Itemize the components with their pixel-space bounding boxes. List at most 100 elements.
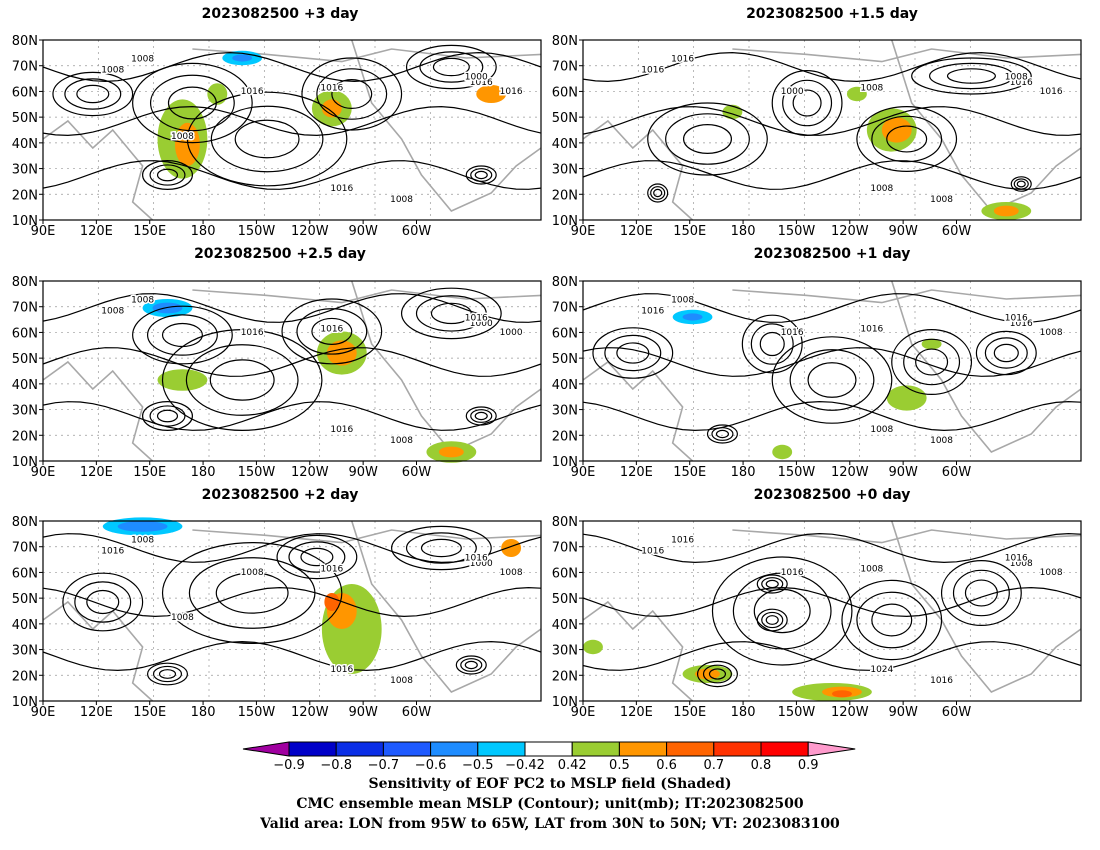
contour-label: 1016 [470, 78, 493, 88]
sensitivity-shade [772, 444, 793, 460]
lat-label: 80N [552, 515, 578, 530]
lon-label: 120W [291, 705, 329, 720]
lon-label: 90W [888, 705, 918, 720]
mslp-contour [42, 293, 542, 323]
contour-label: 1016 [500, 87, 523, 97]
mslp-contour [156, 409, 179, 423]
colorbar-tick-label: −0.6 [415, 758, 447, 773]
coastline [192, 289, 542, 304]
sensitivity-shade [438, 446, 464, 458]
lat-label: 10N [552, 695, 578, 710]
lon-label: 120E [620, 705, 653, 720]
lat-label: 40N [12, 618, 38, 633]
lat-label: 70N [552, 60, 578, 75]
lon-label: 60W [402, 705, 432, 720]
colorbar-box [335, 741, 384, 757]
contour-label: 1008 [870, 425, 893, 435]
mslp-contour [711, 556, 853, 666]
contour-label: 1016 [330, 665, 353, 675]
contour-label: 1016 [641, 546, 664, 556]
mslp-contour [940, 559, 1022, 626]
coastline [350, 39, 542, 212]
contour-label: 1008 [390, 436, 413, 446]
lon-label: 120E [80, 705, 113, 720]
lat-label: 60N [12, 85, 38, 100]
lon-label: 180 [191, 224, 216, 239]
sensitivity-shade [501, 539, 522, 557]
lat-label: 80N [12, 34, 38, 49]
colorbar-tick-label: −0.42 [505, 758, 545, 773]
mslp-contour [152, 665, 183, 683]
panel-frame [42, 39, 542, 221]
contour-label: 1000 [500, 328, 523, 338]
mslp-contour [653, 188, 663, 198]
mslp-contour [582, 51, 1082, 83]
lat-label: 30N [552, 404, 578, 419]
mslp-contour [142, 160, 194, 191]
lon-label: 90W [348, 705, 378, 720]
sensitivity-shade [157, 369, 208, 391]
contour-label: 1016 [781, 328, 804, 338]
mslp-contour [891, 329, 973, 396]
lat-label: 10N [12, 214, 38, 229]
contour-label: 1008 [860, 83, 883, 93]
lon-label: 90W [348, 465, 378, 480]
mslp-contour [592, 327, 674, 379]
mslp-contour [1016, 180, 1026, 188]
mslp-contour [42, 586, 542, 618]
sensitivity-shade [117, 521, 168, 532]
lon-label: 180 [191, 465, 216, 480]
sensitivity-shade [324, 593, 340, 611]
sensitivity-shade [232, 54, 253, 62]
lon-label: 120W [831, 705, 869, 720]
mslp-contour [64, 78, 122, 110]
contour-label: 1016 [641, 65, 664, 75]
sensitivity-shade [886, 385, 927, 411]
lon-label: 180 [191, 705, 216, 720]
mslp-contour [582, 160, 1082, 190]
lon-label: 120E [620, 224, 653, 239]
colorbar-box [760, 741, 809, 757]
lon-label: 90E [571, 465, 596, 480]
contour-label: 1008 [131, 296, 154, 306]
colorbar-tick-label: 0.6 [656, 758, 677, 773]
lon-label: 150E [133, 224, 166, 239]
mslp-contour [871, 603, 913, 637]
lat-label: 40N [12, 378, 38, 393]
lat-label: 30N [12, 404, 38, 419]
map-panels: 1008 1008 1016 1016 1016 1008 1016 1000 1016 1008… [12, 34, 1082, 720]
contour-label: 1008 [1040, 568, 1063, 578]
mslp-contour [186, 91, 348, 187]
lat-label: 60N [12, 326, 38, 341]
mslp-contour [782, 79, 833, 127]
mslp-contour [42, 160, 542, 190]
contour-label: 1016 [101, 546, 124, 556]
contour-label: 1016 [241, 87, 264, 97]
mslp-contour [929, 62, 1014, 90]
mslp-contour [146, 662, 189, 686]
mslp-contour [76, 84, 110, 104]
mslp-contour [146, 314, 218, 356]
mslp-contour [331, 78, 373, 109]
mslp-contour [915, 348, 949, 376]
mslp-contour [582, 106, 1082, 136]
contour-label: 1016 [671, 536, 694, 546]
colorbar-tick-label: 0.9 [798, 758, 819, 773]
colorbar-tick-label: −0.9 [273, 758, 305, 773]
mslp-contour [215, 572, 289, 614]
lat-label: 20N [12, 188, 38, 203]
mslp-contour [759, 331, 785, 357]
mslp-contour [604, 334, 662, 372]
mslp-contour [647, 183, 669, 203]
lat-label: 10N [12, 695, 38, 710]
lon-label: 90E [31, 465, 56, 480]
lat-label: 40N [12, 137, 38, 152]
mslp-contour [856, 591, 928, 649]
mslp-contour [276, 534, 358, 580]
contour-label: 1016 [320, 83, 343, 93]
mslp-contour [582, 400, 1082, 432]
sensitivity-shade [832, 690, 852, 698]
